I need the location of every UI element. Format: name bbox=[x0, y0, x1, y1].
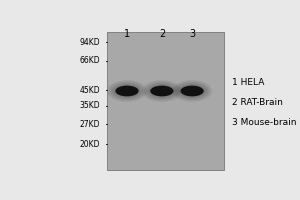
Ellipse shape bbox=[148, 84, 175, 98]
Text: 2 RAT-Brain: 2 RAT-Brain bbox=[232, 98, 283, 107]
Ellipse shape bbox=[181, 86, 204, 96]
Ellipse shape bbox=[172, 80, 212, 102]
Bar bbox=[107, 32, 224, 170]
Text: 3 Mouse-brain: 3 Mouse-brain bbox=[232, 118, 296, 127]
Text: 2: 2 bbox=[159, 29, 165, 39]
Ellipse shape bbox=[146, 83, 178, 99]
Text: 27KD: 27KD bbox=[80, 120, 100, 129]
Ellipse shape bbox=[107, 80, 147, 102]
Ellipse shape bbox=[178, 84, 206, 98]
Ellipse shape bbox=[176, 83, 208, 99]
Text: 20KD: 20KD bbox=[80, 140, 100, 149]
Ellipse shape bbox=[142, 80, 182, 102]
Ellipse shape bbox=[109, 82, 145, 100]
Ellipse shape bbox=[111, 83, 143, 99]
Text: 35KD: 35KD bbox=[80, 101, 100, 110]
Text: 45KD: 45KD bbox=[80, 86, 100, 95]
Text: 66KD: 66KD bbox=[80, 56, 100, 65]
Ellipse shape bbox=[150, 86, 173, 96]
Text: 1 HELA: 1 HELA bbox=[232, 78, 264, 87]
Text: 3: 3 bbox=[189, 29, 195, 39]
Ellipse shape bbox=[174, 82, 210, 100]
Ellipse shape bbox=[144, 82, 180, 100]
Ellipse shape bbox=[116, 86, 139, 96]
Text: 1: 1 bbox=[124, 29, 130, 39]
Ellipse shape bbox=[113, 84, 141, 98]
Text: 94KD: 94KD bbox=[80, 38, 100, 47]
